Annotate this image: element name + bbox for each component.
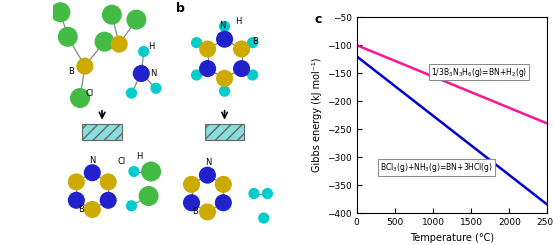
Circle shape (102, 5, 121, 24)
Text: BCl$_3$(g)+NH$_3$(g)=BN+3HCl(g): BCl$_3$(g)+NH$_3$(g)=BN+3HCl(g) (380, 161, 493, 174)
Text: Cl: Cl (118, 157, 126, 166)
Circle shape (259, 213, 269, 223)
Circle shape (216, 176, 231, 192)
FancyBboxPatch shape (205, 124, 244, 140)
Circle shape (200, 204, 215, 220)
Circle shape (234, 41, 249, 57)
Circle shape (139, 47, 149, 56)
Circle shape (129, 167, 139, 176)
Y-axis label: Gibbs energy (kJ mol⁻¹): Gibbs energy (kJ mol⁻¹) (311, 58, 321, 172)
Text: H: H (148, 42, 154, 51)
Text: B: B (192, 208, 198, 216)
Circle shape (111, 36, 127, 52)
Circle shape (69, 193, 84, 208)
Circle shape (142, 162, 160, 181)
FancyBboxPatch shape (82, 124, 122, 140)
Text: B: B (252, 37, 258, 46)
Circle shape (249, 189, 259, 198)
Text: N: N (150, 69, 156, 78)
Circle shape (127, 88, 137, 98)
Circle shape (248, 38, 258, 48)
Circle shape (184, 195, 199, 211)
Circle shape (220, 86, 229, 96)
Circle shape (234, 61, 249, 76)
Circle shape (85, 165, 100, 181)
Circle shape (100, 193, 116, 208)
Circle shape (139, 187, 158, 205)
Text: 1/3B$_3$N$_3$H$_6$(g)=BN+H$_2$(g): 1/3B$_3$N$_3$H$_6$(g)=BN+H$_2$(g) (431, 65, 527, 79)
Text: b: b (175, 2, 185, 15)
Circle shape (184, 176, 199, 192)
Circle shape (85, 202, 100, 217)
Text: B: B (69, 67, 75, 75)
Text: H: H (235, 17, 241, 26)
Circle shape (220, 22, 229, 31)
Circle shape (192, 70, 201, 80)
Circle shape (95, 32, 114, 51)
Circle shape (263, 189, 272, 198)
Text: c: c (315, 13, 322, 26)
Circle shape (71, 89, 90, 107)
Circle shape (200, 167, 215, 183)
Circle shape (200, 61, 216, 76)
Circle shape (51, 3, 70, 22)
Text: H: H (135, 152, 142, 161)
Circle shape (216, 195, 231, 211)
Text: Cl: Cl (86, 89, 94, 98)
Circle shape (127, 10, 145, 29)
Circle shape (151, 83, 161, 93)
Circle shape (127, 201, 137, 211)
Circle shape (192, 38, 201, 48)
Circle shape (133, 66, 149, 81)
Circle shape (248, 70, 258, 80)
Circle shape (217, 71, 232, 86)
Text: B: B (79, 205, 84, 214)
Circle shape (59, 27, 77, 46)
Circle shape (69, 174, 84, 190)
Circle shape (200, 41, 216, 57)
Circle shape (217, 31, 232, 47)
Text: N: N (89, 156, 96, 165)
Text: a: a (55, 2, 64, 15)
X-axis label: Temperature (°C): Temperature (°C) (410, 233, 494, 243)
Text: N: N (219, 21, 225, 30)
Circle shape (100, 174, 116, 190)
Text: N: N (206, 159, 212, 167)
Circle shape (77, 58, 93, 74)
